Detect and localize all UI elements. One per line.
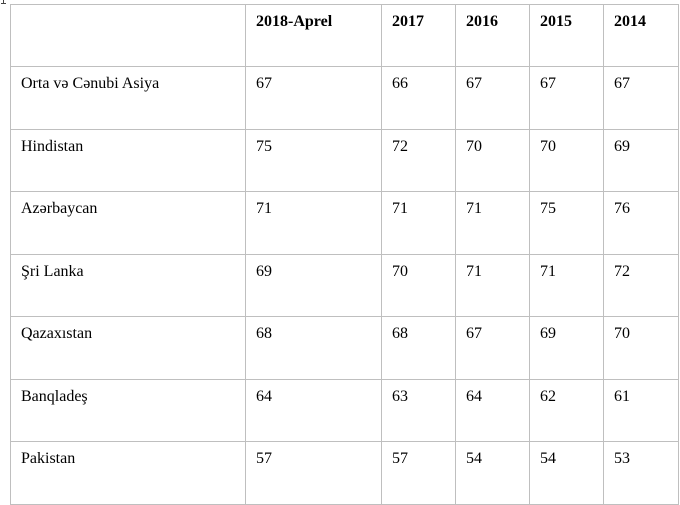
country-cell: Şri Lanka (10, 253, 246, 317)
table-header-row: 2018-Aprel 2017 2016 2015 2014 (10, 4, 679, 67)
value-cell: 75 (529, 191, 604, 255)
country-cell: Pakistan (10, 441, 246, 505)
country-cell: Banqladeş (10, 378, 246, 442)
value-cell: 69 (603, 128, 679, 192)
header-cell-2016: 2016 (455, 4, 530, 67)
stray-mark (0, 0, 10, 6)
value-cell: 71 (455, 253, 530, 317)
value-cell: 57 (381, 441, 456, 505)
value-cell: 69 (529, 316, 604, 380)
value-cell: 75 (245, 128, 382, 192)
table-row: Qazaxıstan 68 68 67 69 70 (10, 316, 679, 380)
value-cell: 70 (603, 316, 679, 380)
value-cell: 57 (245, 441, 382, 505)
table-row: Orta və Cənubi Asiya 67 66 67 67 67 (10, 66, 679, 130)
value-cell: 69 (245, 253, 382, 317)
value-cell: 68 (381, 316, 456, 380)
header-cell-2014: 2014 (603, 4, 679, 67)
value-cell: 64 (455, 378, 530, 442)
header-cell-2017: 2017 (381, 4, 456, 67)
header-cell-2018-aprel: 2018-Aprel (245, 4, 382, 67)
value-cell: 70 (529, 128, 604, 192)
country-cell: Qazaxıstan (10, 316, 246, 380)
value-cell: 70 (455, 128, 530, 192)
header-cell-country (10, 4, 246, 67)
value-cell: 71 (381, 191, 456, 255)
value-cell: 72 (603, 253, 679, 317)
value-cell: 54 (455, 441, 530, 505)
country-cell: Hindistan (10, 128, 246, 192)
value-cell: 63 (381, 378, 456, 442)
value-cell: 67 (455, 66, 530, 130)
value-cell: 61 (603, 378, 679, 442)
table-row: Pakistan 57 57 54 54 53 (10, 441, 679, 505)
value-cell: 67 (603, 66, 679, 130)
value-cell: 53 (603, 441, 679, 505)
value-cell: 72 (381, 128, 456, 192)
value-cell: 67 (529, 66, 604, 130)
header-cell-2015: 2015 (529, 4, 604, 67)
value-cell: 67 (455, 316, 530, 380)
data-table: 2018-Aprel 2017 2016 2015 2014 Orta və C… (10, 4, 679, 505)
value-cell: 71 (529, 253, 604, 317)
table-row: Şri Lanka 69 70 71 71 72 (10, 253, 679, 317)
value-cell: 64 (245, 378, 382, 442)
value-cell: 68 (245, 316, 382, 380)
value-cell: 76 (603, 191, 679, 255)
table-row: Banqladeş 64 63 64 62 61 (10, 378, 679, 442)
value-cell: 67 (245, 66, 382, 130)
table-row: Hindistan 75 72 70 70 69 (10, 128, 679, 192)
country-cell: Azərbaycan (10, 191, 246, 255)
table-row: Azərbaycan 71 71 71 75 76 (10, 191, 679, 255)
value-cell: 62 (529, 378, 604, 442)
value-cell: 66 (381, 66, 456, 130)
value-cell: 70 (381, 253, 456, 317)
value-cell: 71 (455, 191, 530, 255)
value-cell: 71 (245, 191, 382, 255)
country-cell: Orta və Cənubi Asiya (10, 66, 246, 130)
value-cell: 54 (529, 441, 604, 505)
